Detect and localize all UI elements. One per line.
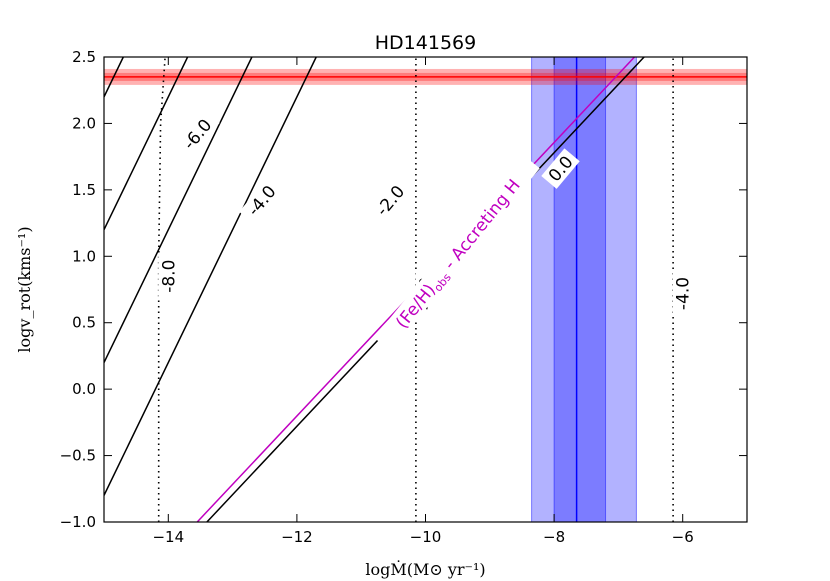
- contour-label-group: -2.0: [367, 176, 413, 225]
- x-tick-label: −14: [152, 528, 184, 546]
- y-tick-label: 2.0: [72, 114, 96, 132]
- y-tick-label: −0.5: [60, 447, 96, 465]
- x-axis-label: logṀ(M⊙ yr⁻¹): [365, 559, 485, 579]
- contour-label-bg: [158, 253, 179, 300]
- axis-ticks: −14 −12 −10 −8 −6 −1.0 −0.5 0.0 0.5 1.0 1.5 2.0 2.5: [60, 48, 747, 546]
- x-tick-label: −8: [543, 528, 565, 546]
- solid-contour-line: [104, 57, 253, 363]
- contour-label-group: -4.0: [672, 270, 694, 317]
- solid-contour-line: [104, 57, 124, 98]
- contour-label-group: -6.0: [174, 110, 220, 159]
- contour-label-bg: [239, 176, 284, 225]
- accreting-label-bg: [374, 154, 540, 352]
- mdot-band-inner: [553, 57, 607, 522]
- accreting-label: (Fe/H)obs - Accreting H: [392, 176, 526, 334]
- contour-label-bg: [174, 110, 220, 159]
- x-tick-label: −12: [281, 528, 313, 546]
- contour-label-bg: [672, 270, 693, 317]
- contour-label-bg: [541, 148, 580, 189]
- uncertainty-bands: [104, 57, 747, 522]
- y-tick-label: 1.0: [72, 247, 96, 265]
- solid-contour-line: [104, 57, 317, 496]
- contour-label-bg: [367, 176, 413, 225]
- y-tick-label: 1.5: [72, 181, 96, 199]
- y-tick-label: 2.5: [72, 48, 96, 66]
- solid-contour-line: [104, 57, 189, 231]
- x-tick-label: −6: [672, 528, 694, 546]
- chart-title: HD141569: [375, 32, 476, 54]
- y-tick-label: 0.0: [72, 380, 96, 398]
- y-tick-label: −1.0: [60, 513, 96, 531]
- dotted-contour-line: [157, 57, 166, 522]
- contour-label: -8.0: [159, 260, 179, 293]
- contour-label: -4.0: [674, 277, 694, 310]
- contour-lines: [104, 57, 674, 522]
- x-tick-label: −10: [410, 528, 442, 546]
- y-axis-label: logv_rot(kms⁻¹): [15, 226, 34, 352]
- y-tick-label: 0.5: [72, 314, 96, 332]
- contour-label-group: -8.0: [158, 253, 179, 300]
- mdot-band-outer: [531, 57, 637, 522]
